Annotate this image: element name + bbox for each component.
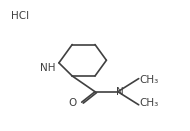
- Text: CH₃: CH₃: [139, 75, 159, 85]
- Text: NH: NH: [40, 63, 55, 73]
- Text: N: N: [116, 87, 124, 97]
- Text: O: O: [68, 99, 76, 108]
- Text: HCl: HCl: [11, 11, 29, 21]
- Text: CH₃: CH₃: [139, 99, 159, 108]
